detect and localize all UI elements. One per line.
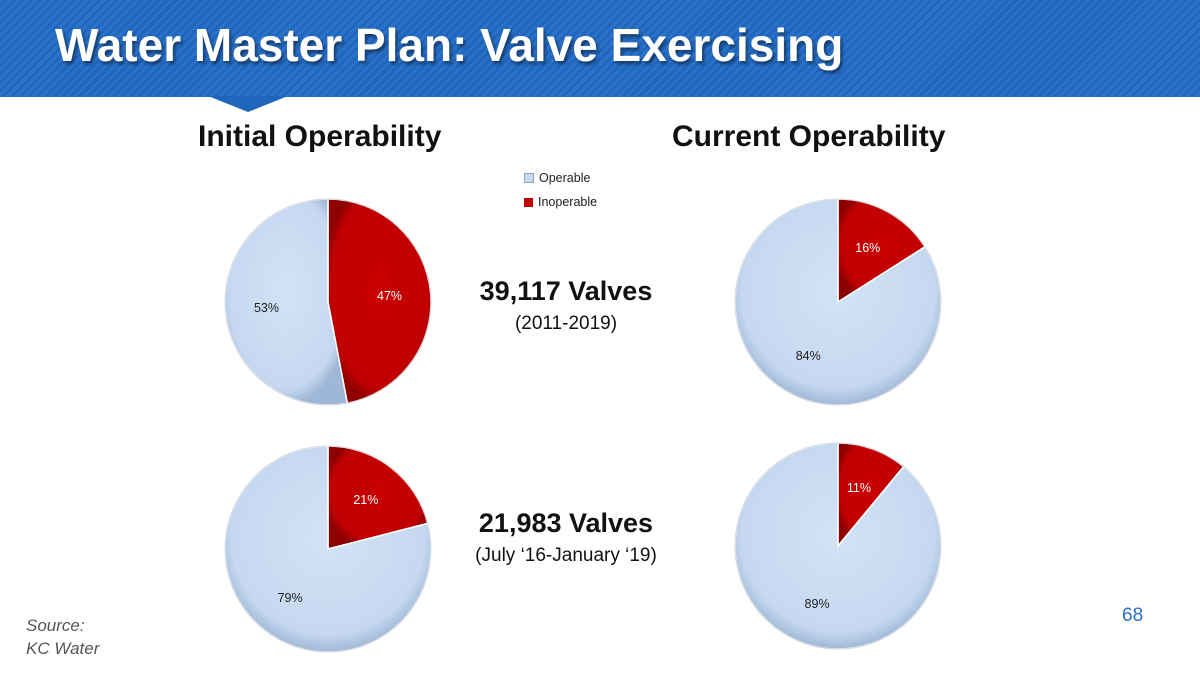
pie-slice-operable	[224, 445, 432, 653]
source-value: KC Water	[26, 639, 100, 658]
pie-label-operable: 84%	[796, 349, 821, 363]
pie-chart-current-all: 16% 84%	[734, 198, 942, 406]
pie-slice-operable	[224, 198, 349, 406]
pie-slice-inoperable	[837, 442, 905, 549]
valve-count-all: 39,117 Valves	[479, 276, 653, 306]
pie-rim	[734, 442, 942, 650]
legend-swatch-operable	[524, 173, 534, 183]
banner-notch	[208, 96, 288, 112]
pie-chart-initial-all: 47% 53%	[224, 198, 432, 406]
slide-title: Water Master Plan: Valve Exercising	[55, 19, 844, 71]
current-operability-heading: Current Operability	[672, 120, 946, 153]
title-banner	[0, 0, 1200, 97]
pie-label-inoperable: 21%	[353, 493, 378, 507]
pie-label-operable: 89%	[805, 597, 830, 611]
legend-label-inoperable: Inoperable	[538, 195, 598, 209]
pie-label-operable: 53%	[254, 301, 279, 315]
page-number: 68	[1122, 605, 1144, 626]
source-label: Source:	[26, 616, 85, 635]
pie-label-inoperable: 47%	[377, 289, 402, 303]
chart-legend: Operable Inoperable	[524, 166, 597, 214]
pie-slice-inoperable	[327, 198, 432, 405]
pie-label-inoperable: 11%	[847, 481, 871, 495]
legend-item-inoperable: Inoperable	[524, 190, 597, 214]
initial-operability-heading: Initial Operability	[198, 120, 442, 153]
pie-chart-current-recent: 11% 89%	[734, 442, 942, 650]
pie-label-operable: 79%	[278, 591, 303, 605]
pie-rim	[734, 198, 942, 406]
legend-label-operable: Operable	[539, 171, 591, 185]
pie-slice-inoperable	[837, 198, 927, 304]
pie-slice-operable	[734, 198, 942, 406]
legend-swatch-inoperable	[524, 197, 533, 207]
pie-slice-inoperable	[327, 445, 429, 550]
valve-count-recent: 21,983 Valves	[478, 508, 654, 538]
pie-label-inoperable: 16%	[855, 241, 880, 255]
pie-rim	[224, 198, 432, 406]
pie-rim	[224, 445, 432, 653]
valve-period-recent: (July ‘16-January ‘19)	[475, 545, 657, 566]
source-note: Source: KC Water	[26, 614, 99, 660]
legend-item-operable: Operable	[524, 166, 597, 190]
pie-slice-operable	[734, 442, 942, 650]
valve-period-all: (2011-2019)	[514, 313, 618, 334]
pie-chart-initial-recent: 21% 79%	[224, 445, 432, 653]
